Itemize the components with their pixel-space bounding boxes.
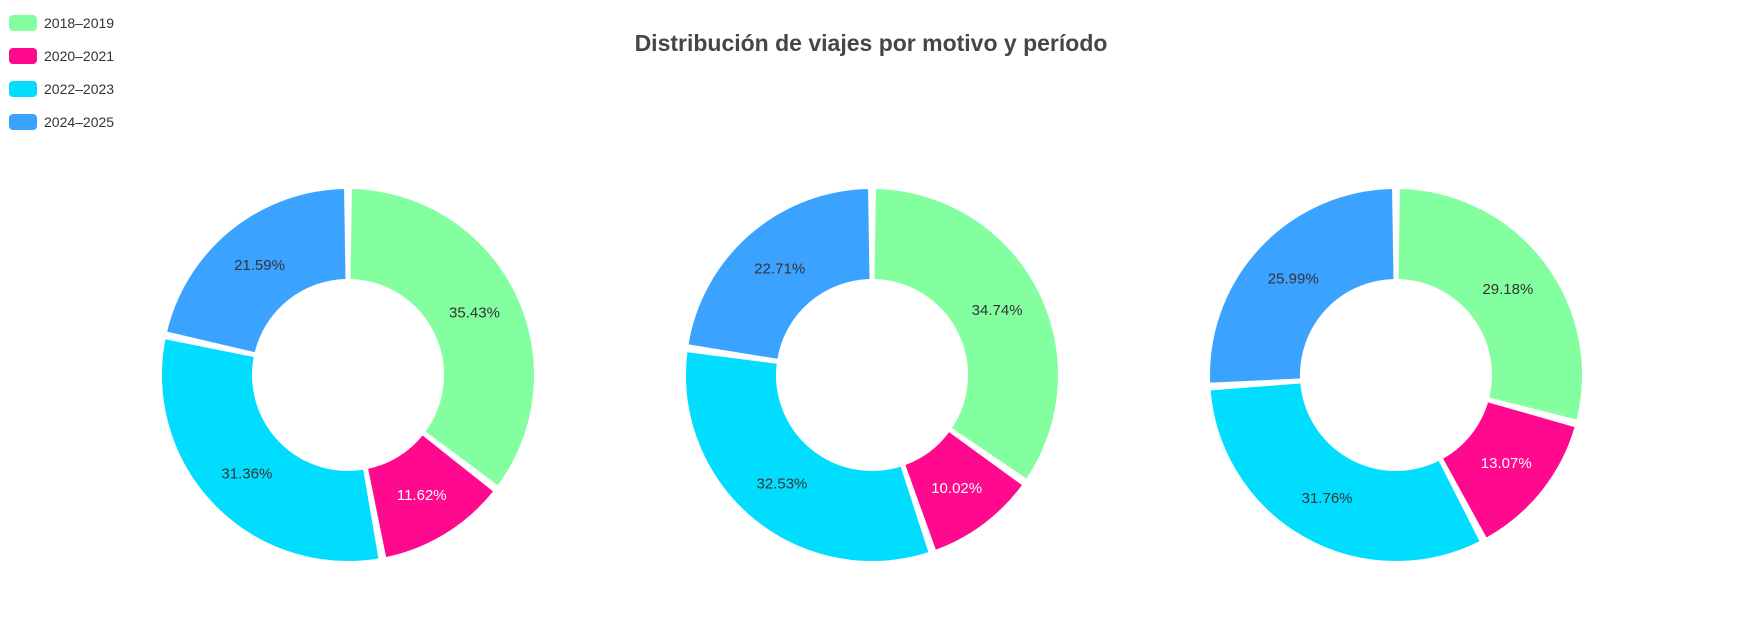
donut-slice[interactable] bbox=[686, 187, 872, 361]
legend-swatch bbox=[9, 113, 37, 130]
donut-slice[interactable] bbox=[1440, 400, 1577, 540]
donut-slice[interactable] bbox=[164, 187, 348, 355]
legend-item-2022-2023[interactable]: 2022–2023 bbox=[9, 72, 114, 105]
legend-label: 2020–2021 bbox=[44, 47, 115, 64]
slice-label: 25.99% bbox=[1268, 270, 1319, 287]
donut-slice[interactable] bbox=[1396, 187, 1584, 422]
legend-swatch bbox=[9, 14, 37, 31]
legend-item-2018-2019[interactable]: 2018–2019 bbox=[9, 6, 114, 39]
donut-chart-2: 34.74% 10.02% 32.53% 22.71% bbox=[684, 187, 1060, 563]
donut-slice[interactable] bbox=[684, 350, 931, 563]
slice-label: 35.43% bbox=[449, 305, 500, 322]
slice-label: 32.53% bbox=[757, 476, 808, 493]
slice-label: 31.76% bbox=[1302, 490, 1353, 507]
donut-slice[interactable] bbox=[365, 433, 496, 560]
slice-label: 21.59% bbox=[234, 257, 285, 274]
legend-item-2020-2021[interactable]: 2020–2021 bbox=[9, 39, 114, 72]
chart-legend: 2018–2019 2020–2021 2022–2023 2024–2025 bbox=[9, 6, 114, 138]
donut-slice[interactable] bbox=[160, 337, 381, 563]
donut-chart-1: 35.43% 11.62% 31.36% 21.59% bbox=[160, 187, 536, 563]
donut-slice[interactable] bbox=[872, 187, 1060, 482]
legend-label: 2024–2025 bbox=[44, 113, 115, 130]
donut-slice[interactable] bbox=[348, 187, 536, 488]
legend-swatch bbox=[9, 80, 37, 97]
slice-label: 29.18% bbox=[1482, 281, 1533, 298]
donut-slice[interactable] bbox=[1208, 381, 1482, 563]
legend-swatch bbox=[9, 47, 37, 64]
chart-title: Distribución de viajes por motivo y perí… bbox=[634, 30, 1108, 56]
slice-label: 10.02% bbox=[931, 480, 982, 497]
donut-slice[interactable] bbox=[903, 429, 1025, 552]
donut-slice[interactable] bbox=[1208, 187, 1396, 385]
legend-item-2024-2025[interactable]: 2024–2025 bbox=[9, 105, 114, 138]
donut-chart-3: 29.18% 13.07% 31.76% 25.99% bbox=[1208, 187, 1584, 563]
legend-label: 2018–2019 bbox=[44, 14, 115, 31]
slice-label: 22.71% bbox=[754, 260, 805, 277]
slice-label: 13.07% bbox=[1481, 455, 1532, 472]
slice-label: 34.74% bbox=[972, 302, 1023, 319]
slice-label: 11.62% bbox=[397, 487, 447, 504]
slice-label: 31.36% bbox=[221, 465, 272, 482]
legend-label: 2022–2023 bbox=[44, 80, 115, 97]
